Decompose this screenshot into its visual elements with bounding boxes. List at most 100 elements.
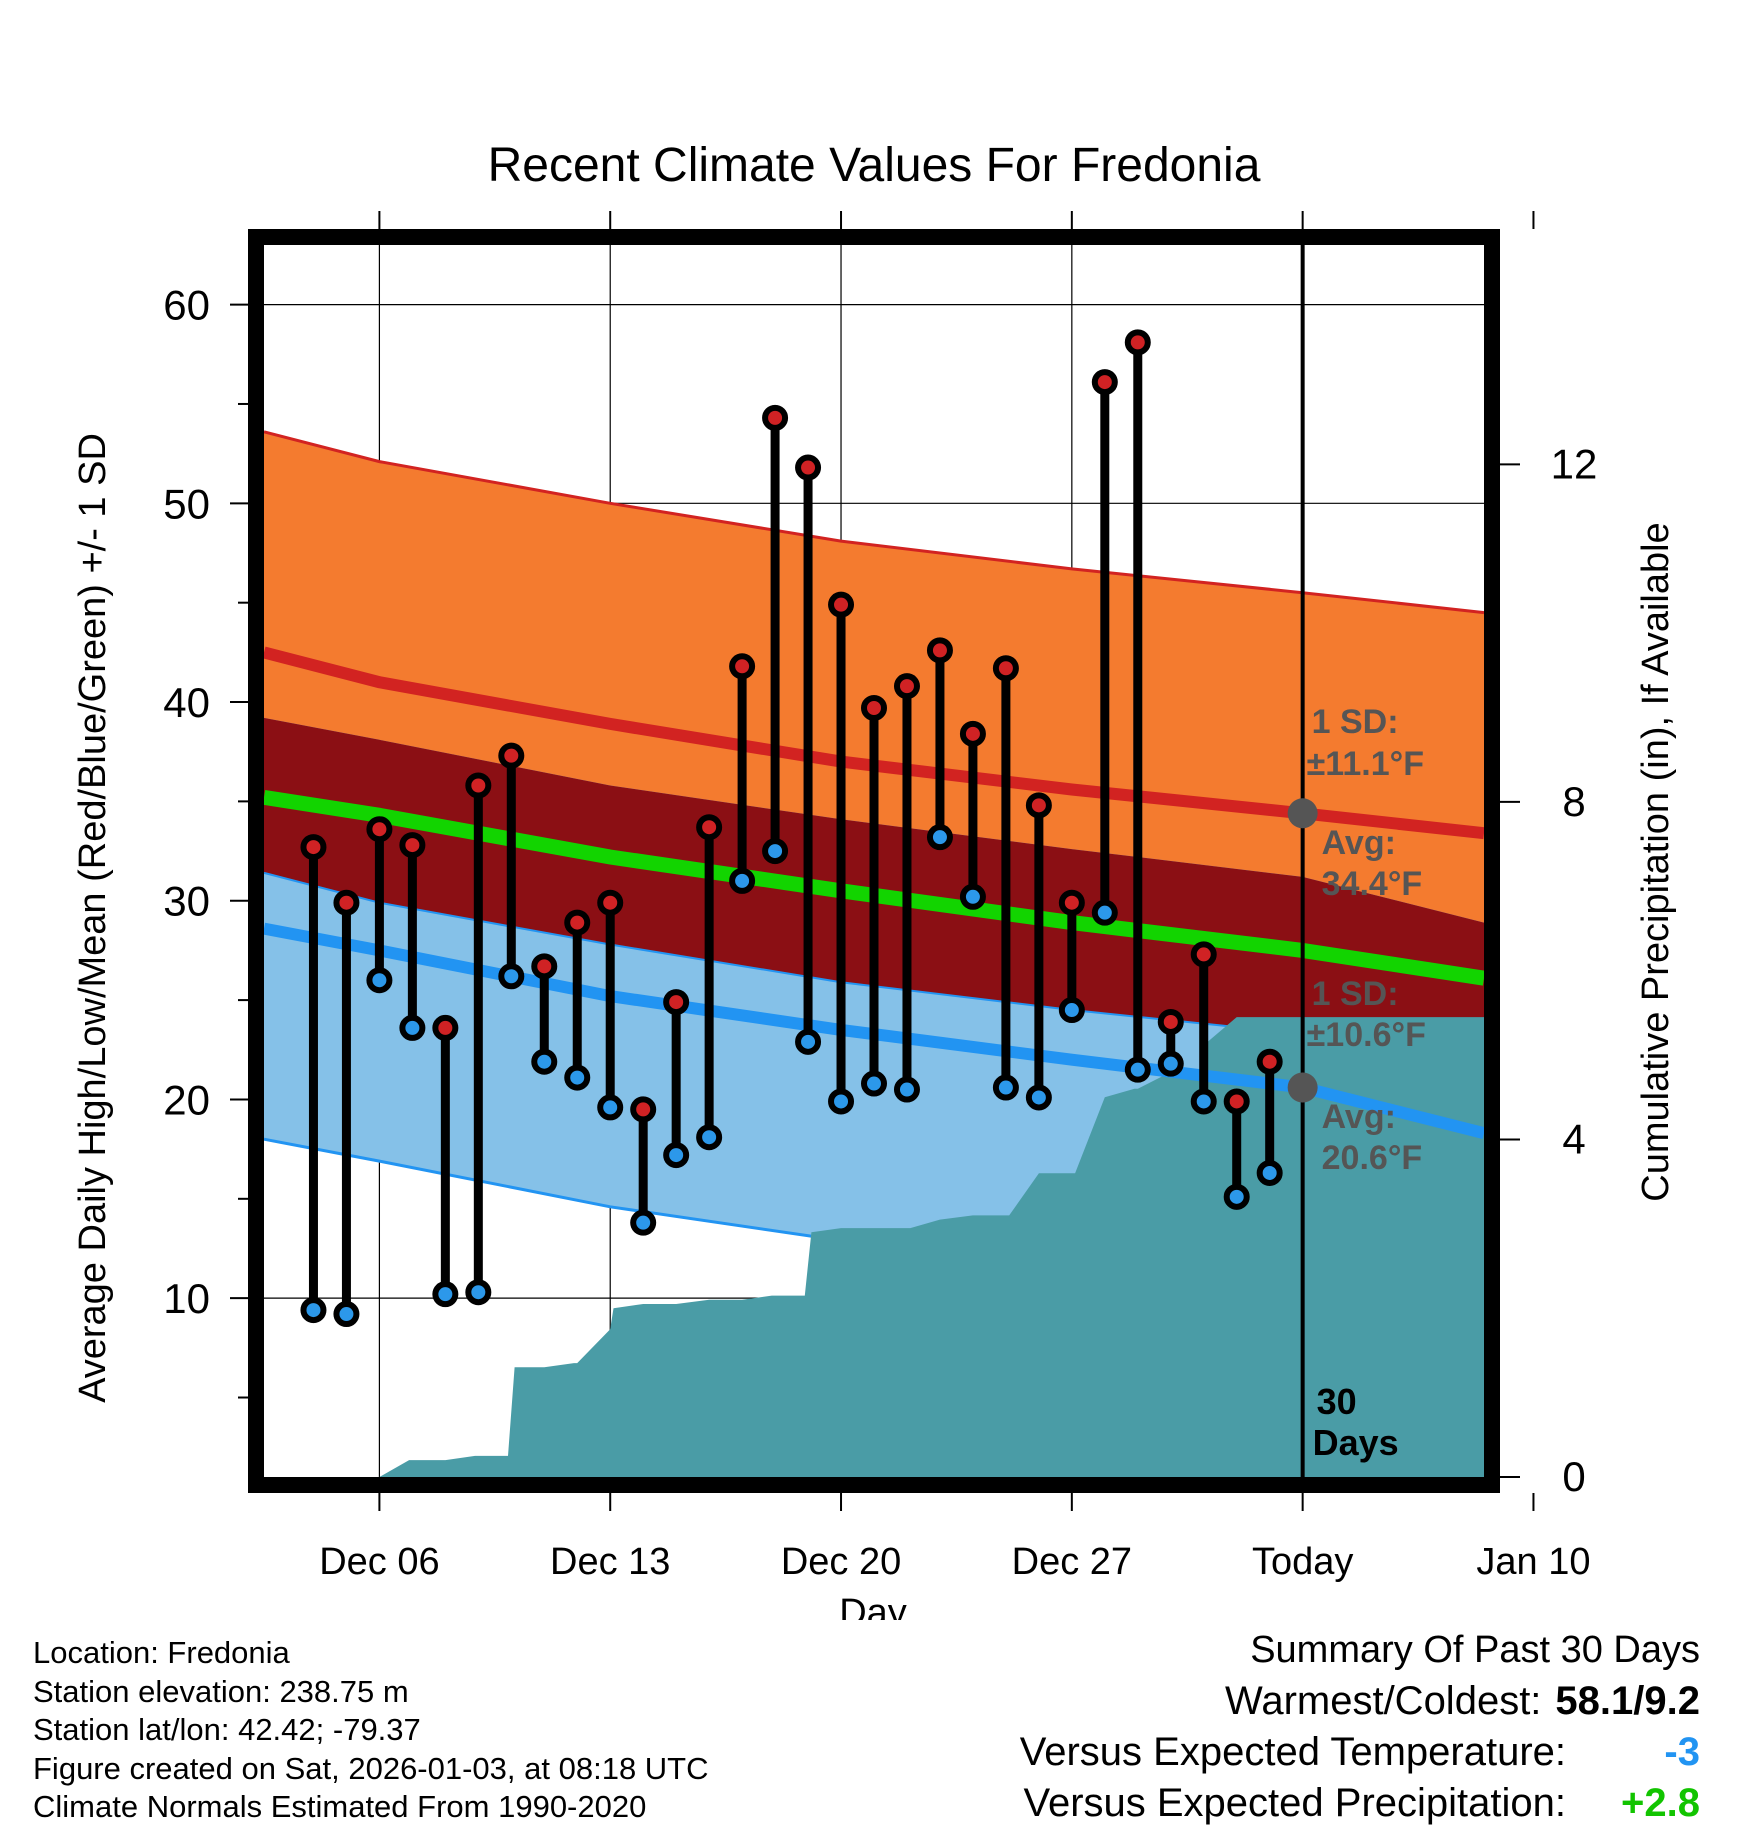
daily-high-point: [1025, 792, 1052, 819]
daily-high-point: [465, 772, 492, 799]
warm-cold-value: 58.1/9.2: [1555, 1679, 1700, 1723]
y2-tick-label: 4: [1562, 1115, 1585, 1162]
normals-text: Climate Normals Estimated From 1990-2020: [33, 1789, 647, 1824]
daily-high-point: [926, 637, 953, 664]
y-tick-label: 40: [163, 679, 210, 726]
axes: 10 20 30 40 50 60 0 4 8 12 Dec 06 Dec 13 Dec 20 Dec 2…: [163, 211, 1597, 1583]
y-tick-label: 50: [163, 480, 210, 527]
station-info: Location: Fredonia Station elevation: 23…: [33, 1634, 709, 1827]
y2-tick-label: 12: [1551, 440, 1598, 487]
daily-high-point: [992, 655, 1019, 682]
y2-tick-label: 0: [1562, 1453, 1585, 1500]
high-avg-value: 34.4°F: [1322, 865, 1423, 903]
daily-high-point: [366, 816, 393, 843]
location-text: Location: Fredonia: [33, 1635, 290, 1670]
high-sd-value: ±11.1°F: [1307, 745, 1424, 783]
y-tick-label: 20: [163, 1076, 210, 1123]
y2-axis-label: Cumulative Precipitation (in), If Availa…: [1635, 522, 1677, 1201]
plot-frame: [248, 229, 1500, 1493]
daily-low-point: [828, 1088, 855, 1115]
daily-high-point: [1058, 889, 1085, 916]
daily-high-point: [432, 1014, 459, 1041]
created-text: Figure created on Sat, 2026-01-03, at 08…: [33, 1750, 709, 1786]
daily-high-point: [300, 834, 327, 861]
precip-vs-expected-label: Versus Expected Precipitation:: [1023, 1781, 1566, 1825]
daily-low-point: [1190, 1088, 1217, 1115]
daily-high-point: [959, 720, 986, 747]
low-avg-label: Avg:: [1322, 1098, 1396, 1136]
daily-high-point: [663, 989, 690, 1016]
y-tick-label: 10: [163, 1275, 210, 1322]
x-axis-label: Day: [839, 1592, 907, 1620]
daily-low-point: [1025, 1084, 1052, 1111]
daily-high-point: [696, 814, 723, 841]
y-tick-label: 30: [163, 878, 210, 925]
daily-high-point: [1091, 369, 1118, 396]
daily-low-point: [1223, 1183, 1250, 1210]
daily-low-point: [432, 1281, 459, 1308]
daily-low-point: [630, 1209, 657, 1236]
high-avg-label: Avg:: [1322, 824, 1396, 862]
elevation-text: Station elevation: 238.75 m: [33, 1673, 409, 1709]
summary-panel: Summary Of Past 30 Days Warmest/Coldest:…: [800, 1625, 1700, 1829]
daily-low-point: [1124, 1056, 1151, 1083]
daily-high-point: [729, 653, 756, 680]
daily-high-point: [1190, 941, 1217, 968]
daily-low-point: [861, 1070, 887, 1097]
daily-low-point: [531, 1048, 558, 1075]
daily-high-point: [597, 889, 624, 916]
daily-high-point: [861, 694, 887, 721]
window-days-text: Days: [1313, 1422, 1399, 1463]
y-tick-label: 60: [163, 282, 210, 329]
high-sd-label: 1 SD:: [1312, 703, 1399, 741]
chart-title: Recent Climate Values For Fredonia: [488, 139, 1261, 192]
window-days-number: 30: [1317, 1381, 1357, 1422]
daily-high-point: [399, 832, 426, 859]
daily-low-point: [729, 867, 756, 894]
daily-low-point: [795, 1028, 822, 1055]
daily-low-point: [564, 1064, 591, 1091]
daily-high-point: [1223, 1088, 1250, 1115]
high-normal-today-marker: [1287, 798, 1318, 829]
climate-chart: Recent Climate Values For Fredonia 1 SD:…: [72, 139, 1677, 1620]
daily-low-point: [366, 967, 393, 994]
daily-high-point: [1124, 329, 1151, 356]
daily-high-point: [795, 454, 822, 481]
daily-low-point: [893, 1076, 920, 1103]
daily-high-point: [893, 673, 920, 700]
precipitation-area: [369, 1017, 1484, 1477]
daily-low-point: [498, 963, 525, 990]
low-sd-value: ±10.6°F: [1307, 1016, 1426, 1054]
x-tick-label: Dec 20: [781, 1541, 901, 1583]
x-tick-label: Today: [1252, 1541, 1353, 1583]
summary-heading: Summary Of Past 30 Days: [1250, 1629, 1700, 1671]
daily-low-point: [597, 1094, 624, 1121]
daily-low-point: [1091, 899, 1118, 926]
daily-high-point: [762, 404, 789, 431]
daily-low-point: [926, 824, 953, 851]
low-normal-today-marker: [1287, 1072, 1318, 1103]
x-tick-label: Dec 06: [319, 1541, 439, 1583]
daily-high-point: [333, 889, 360, 916]
x-tick-label: Dec 13: [550, 1541, 670, 1583]
daily-high-point: [1256, 1048, 1283, 1075]
daily-low-point: [992, 1074, 1019, 1101]
daily-low-point: [300, 1297, 327, 1324]
daily-high-point: [1157, 1008, 1184, 1035]
daily-low-point: [696, 1124, 723, 1151]
daily-low-point: [663, 1142, 690, 1169]
x-tick-label: Jan 10: [1476, 1541, 1590, 1583]
temp-vs-expected-value: -3: [1664, 1730, 1700, 1774]
daily-low-point: [1058, 997, 1085, 1024]
daily-high-point: [828, 591, 855, 618]
low-avg-value: 20.6°F: [1322, 1139, 1423, 1177]
x-tick-label: Dec 27: [1012, 1541, 1132, 1583]
warm-cold-label: Warmest/Coldest:: [1225, 1679, 1542, 1723]
daily-low-point: [1157, 1050, 1184, 1077]
daily-low-point: [465, 1279, 492, 1306]
daily-low-point: [762, 838, 789, 865]
daily-high-point: [498, 742, 525, 769]
daily-high-point: [630, 1096, 657, 1123]
precip-vs-expected-value: +2.8: [1621, 1781, 1700, 1825]
